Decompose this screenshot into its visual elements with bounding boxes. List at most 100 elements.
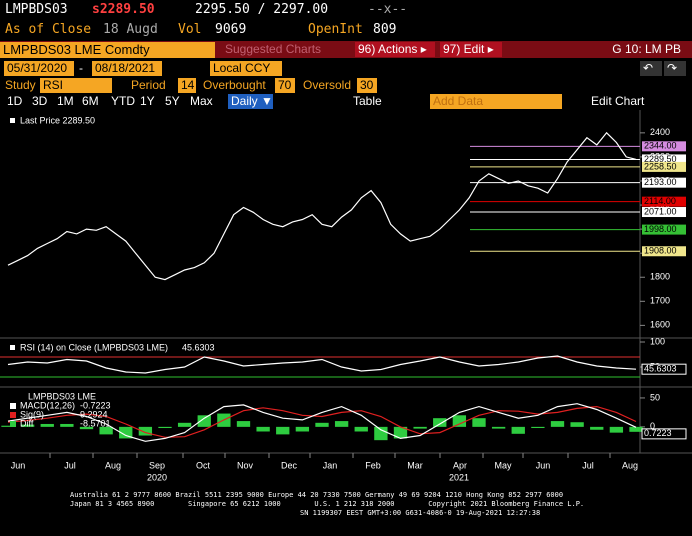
year-label: 2020 — [147, 472, 167, 482]
add-data[interactable]: Add Data — [430, 94, 562, 109]
end-date[interactable]: 08/18/2021 — [92, 61, 162, 76]
oversold[interactable]: 30 — [357, 78, 377, 93]
level-box — [642, 224, 686, 235]
last-box — [641, 428, 687, 440]
diff-bar — [197, 415, 211, 427]
x-tick-label: Jun — [11, 460, 26, 470]
x-tick-label: Feb — [365, 460, 381, 470]
panel-title: LMPBDS03 LME — [28, 391, 96, 401]
x-tick-label: Jul — [582, 460, 594, 470]
suggested-charts[interactable]: Suggested Charts — [225, 42, 322, 56]
back-button[interactable]: ↶ — [640, 61, 662, 76]
x-tick-label: May — [494, 460, 512, 470]
legend-name: MACD(12,26) — [20, 400, 75, 410]
diff-bar — [119, 426, 133, 439]
oversold-label: Oversold — [303, 78, 352, 92]
study-name[interactable]: RSI — [40, 78, 112, 93]
x-tick-label: Sep — [149, 460, 165, 470]
legend: Last Price 2289.50 — [20, 115, 95, 125]
date-sep: - — [79, 61, 83, 75]
level-label: 2071.00 — [644, 206, 677, 216]
overbought[interactable]: 70 — [275, 78, 295, 93]
x-tick-label: Jul — [64, 460, 76, 470]
series-line — [7, 403, 637, 442]
actions-button[interactable]: 96) Actions ▸ — [355, 42, 435, 57]
legend-swatch — [10, 118, 15, 123]
diff-bar — [79, 426, 94, 430]
level-label: 2114.00 — [644, 196, 676, 206]
last-label: 45.6303 — [644, 364, 677, 374]
level-box — [642, 207, 686, 218]
footer-line: Japan 81 3 4565 8900 Singapore 65 6212 1… — [70, 500, 585, 508]
level-box — [642, 196, 686, 207]
currency[interactable]: Local CCY — [210, 61, 282, 76]
period-label: Period — [131, 78, 166, 92]
period-button[interactable]: 3D — [32, 94, 48, 108]
legend-value: 45.6303 — [182, 342, 215, 352]
period-button[interactable]: Max — [190, 94, 213, 108]
period-button[interactable]: 1Y — [140, 94, 155, 108]
y-tick-label: 1800 — [650, 272, 670, 282]
start-date[interactable]: 05/31/2020 — [4, 61, 74, 76]
diff-bar — [20, 424, 35, 427]
x-tick-label: Jan — [323, 460, 338, 470]
y-tick-label: 50 — [650, 392, 660, 402]
period-button[interactable]: 6M — [82, 94, 99, 108]
table-button[interactable]: Table — [353, 94, 382, 108]
change: --x-- — [368, 2, 408, 17]
vol-label: Vol — [178, 22, 202, 37]
frequency[interactable]: Daily ▼ — [228, 94, 273, 109]
legend-name: Sig(9) — [20, 409, 44, 419]
forward-button[interactable]: ↷ — [664, 61, 686, 76]
openint-label: OpenInt — [308, 22, 363, 37]
level-label: 2344.00 — [644, 141, 677, 151]
period-button[interactable]: 5Y — [165, 94, 180, 108]
diff-bar — [393, 426, 408, 439]
security[interactable]: LMPBDS03 LME Comdty — [0, 42, 215, 58]
diff-bar — [334, 421, 349, 427]
diff-bar — [413, 426, 427, 429]
diff-bar — [276, 426, 290, 435]
diff-bar — [531, 426, 545, 429]
diff-bar — [629, 426, 643, 432]
series-line — [7, 355, 637, 374]
period-button[interactable]: 1M — [57, 94, 74, 108]
vol: 9069 — [215, 22, 247, 37]
level-box — [642, 246, 686, 257]
legend-swatch — [10, 345, 15, 350]
level-label: 1908.00 — [644, 246, 677, 256]
diff-bar — [354, 426, 368, 432]
last-price: s2289.50 — [92, 2, 155, 17]
diff-bar — [452, 415, 467, 427]
diff-bar — [138, 426, 153, 436]
x-tick-label: Jun — [536, 460, 551, 470]
y-tick-label: 1700 — [650, 296, 670, 306]
diff-bar — [374, 426, 388, 441]
x-tick-label: Dec — [281, 460, 298, 470]
diff-bar — [295, 426, 310, 432]
x-tick-label: Apr — [453, 460, 467, 470]
diff-bar — [256, 426, 270, 432]
period-button[interactable]: 1D — [7, 94, 23, 108]
diff-bar — [609, 426, 624, 433]
x-tick-label: Aug — [105, 460, 121, 470]
diff-bar — [177, 422, 192, 427]
period[interactable]: 14 — [178, 78, 196, 93]
y-tick-label: 2400 — [650, 127, 670, 137]
diff-bar — [590, 426, 604, 430]
diff-bar — [570, 422, 584, 427]
y-tick-label: 100 — [650, 336, 665, 346]
level-box — [642, 161, 686, 172]
overbought-label: Overbought — [203, 78, 266, 92]
edit-chart[interactable]: Edit Chart — [591, 94, 645, 108]
period-button[interactable]: YTD — [111, 94, 135, 108]
diff-bar — [236, 421, 251, 427]
series-line — [7, 131, 637, 281]
date: 18 Augd — [103, 22, 158, 37]
y-tick-label: 1600 — [650, 320, 670, 330]
edit-button[interactable]: 97) Edit ▸ — [440, 42, 502, 57]
level-label: 1998.00 — [644, 224, 677, 234]
last-box — [641, 363, 687, 375]
diff-bar — [60, 423, 74, 427]
level-label: 2289.50 — [644, 154, 677, 164]
